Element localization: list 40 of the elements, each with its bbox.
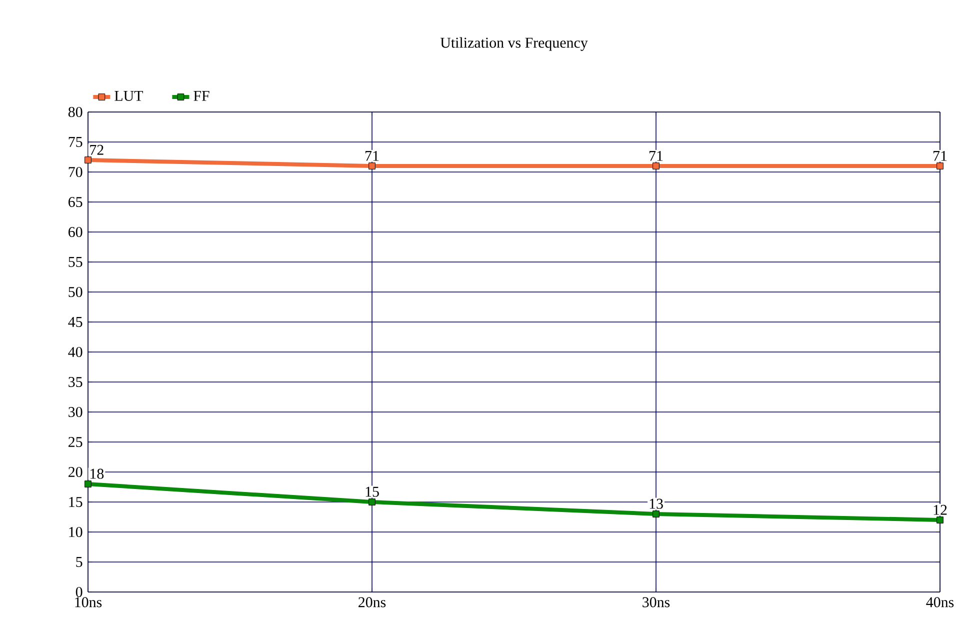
- chart-title: Utilization vs Frequency: [440, 37, 588, 51]
- y-tick-label: 0: [76, 586, 82, 598]
- legend-label: LUT: [114, 90, 143, 101]
- data-label: 18: [90, 468, 104, 479]
- point: [652, 510, 660, 518]
- data-label: 71: [934, 150, 947, 161]
- y-tick-label: 30: [68, 406, 82, 418]
- data-label: 71: [366, 150, 379, 161]
- y-tick-label: 20: [68, 466, 82, 478]
- point: [936, 162, 944, 170]
- y-tick-label: 25: [68, 436, 82, 448]
- data-label: 71: [650, 150, 663, 161]
- legend-label: FF: [194, 90, 210, 101]
- point: [84, 480, 92, 488]
- y-tick-label: 75: [68, 137, 82, 147]
- y-tick-label: 60: [68, 226, 82, 238]
- y-tick-label: 45: [68, 317, 82, 327]
- y-tick-label: 5: [76, 557, 82, 567]
- point: [84, 156, 92, 164]
- y-tick-label: 15: [69, 497, 82, 507]
- y-tick-label: 50: [68, 286, 82, 298]
- data-label: 72: [90, 144, 104, 155]
- data-label: 12: [934, 504, 947, 515]
- y-tick-label: 65: [68, 196, 82, 208]
- x-tick-label: 20ns: [358, 597, 386, 608]
- y-tick-label: 10: [69, 526, 82, 538]
- y-tick-label: 55: [68, 257, 82, 267]
- y-tick-label: 40: [68, 346, 82, 358]
- x-tick-label: 30ns: [642, 597, 670, 608]
- y-tick-label: 70: [68, 166, 82, 178]
- point: [368, 162, 376, 170]
- y-tick-label: 35: [68, 376, 82, 388]
- data-label: 15: [366, 486, 379, 497]
- y-tick-label: 80: [68, 106, 82, 118]
- point: [652, 162, 660, 170]
- x-tick-label: 40ns: [926, 597, 954, 608]
- point: [936, 516, 944, 524]
- data-label: 13: [650, 498, 663, 509]
- x-tick-label: 10ns: [75, 597, 102, 608]
- point: [368, 498, 376, 506]
